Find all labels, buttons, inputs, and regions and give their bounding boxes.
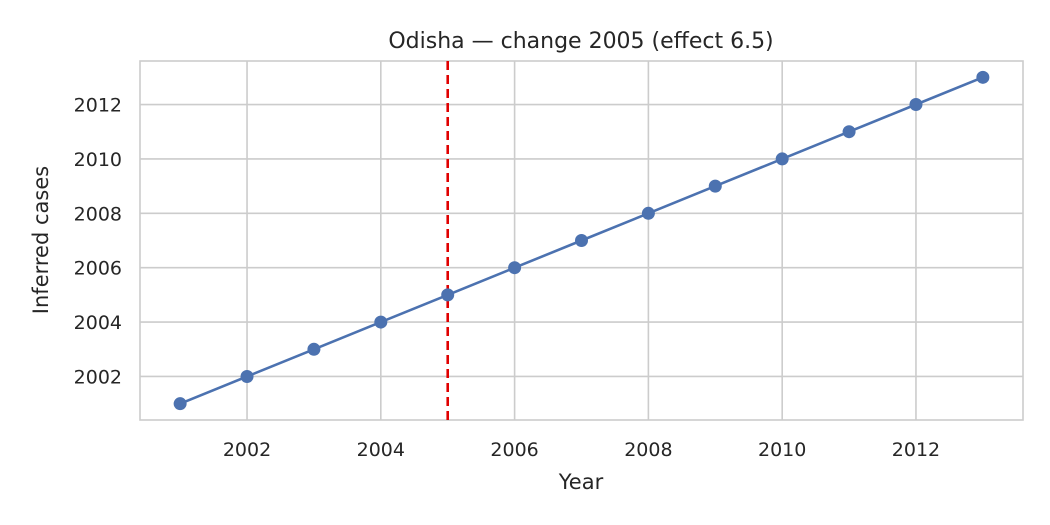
x-tick-label: 2002	[223, 439, 271, 461]
x-tick-label: 2008	[624, 439, 672, 461]
data-point	[976, 70, 990, 84]
x-tick-label: 2010	[758, 439, 806, 461]
y-tick-label: 2002	[74, 366, 122, 388]
data-point	[508, 261, 522, 275]
x-tick-label: 2012	[892, 439, 940, 461]
data-point	[441, 288, 455, 302]
x-tick-label: 2006	[490, 439, 538, 461]
data-point	[173, 397, 187, 411]
x-tick-label: 2004	[357, 439, 405, 461]
plot-frame	[139, 60, 1024, 421]
data-point	[374, 315, 388, 329]
data-point	[240, 369, 254, 383]
data-point	[575, 234, 588, 247]
y-tick-label: 2004	[74, 312, 122, 334]
y-tick-label: 2010	[74, 149, 122, 171]
data-point	[708, 179, 722, 193]
y-axis-ticks: 2002 2004 2006 2008 2010 2012	[74, 95, 122, 389]
data-point	[842, 125, 856, 139]
x-axis-title: Year	[558, 470, 604, 494]
data-point	[307, 342, 321, 356]
grid-lines	[140, 61, 1023, 420]
chart-title: Odisha — change 2005 (effect 6.5)	[388, 29, 773, 54]
y-tick-label: 2006	[74, 258, 122, 280]
data-point	[775, 152, 789, 166]
series-layer	[173, 70, 990, 411]
data-point	[641, 206, 655, 220]
x-axis-ticks: 2002 2004 2006 2008 2010 2012	[223, 439, 940, 461]
y-axis-title: Inferred cases	[29, 166, 53, 314]
y-tick-label: 2008	[74, 203, 122, 225]
y-tick-label: 2012	[74, 95, 122, 117]
data-point	[909, 98, 923, 112]
